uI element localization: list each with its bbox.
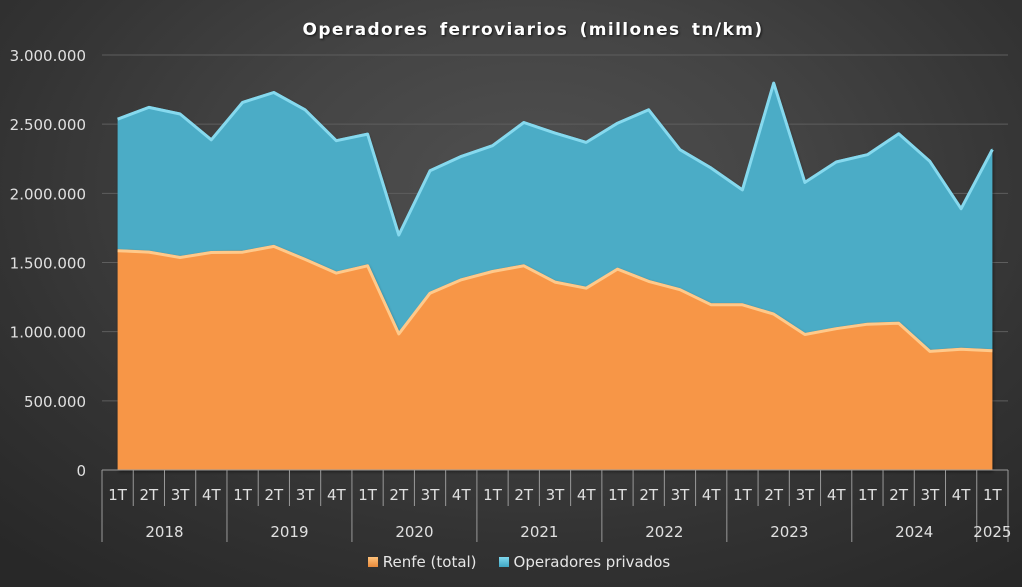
x-tick-label-quarter: 1T xyxy=(608,486,628,504)
x-tick-label-quarter: 2T xyxy=(514,486,534,504)
x-tick-label-quarter: 2T xyxy=(639,486,659,504)
y-axis: 0 500.000 1.000.000 1.500.000 2.000.000 2.500… xyxy=(10,47,86,480)
x-tick-label-year: 2019 xyxy=(270,523,308,541)
area-edge-renfe-total xyxy=(117,244,993,353)
area-operadores-privados xyxy=(117,81,993,350)
x-tick-label-quarter: 1T xyxy=(858,486,878,504)
y-tick-label: 500.000 xyxy=(24,393,86,411)
legend: Renfe (total) Operadores privados xyxy=(0,553,1022,571)
x-tick-label-quarter: 3T xyxy=(421,486,441,504)
x-tick-label-year: 2024 xyxy=(895,523,933,541)
x-tick-label-quarter: 4T xyxy=(202,486,222,504)
y-tick-label: 1.500.000 xyxy=(10,255,86,273)
y-tick-label: 0 xyxy=(76,462,86,480)
area-renfe-total xyxy=(117,244,993,470)
legend-item-privados[interactable]: Operadores privados xyxy=(498,553,671,571)
x-tick-label-quarter: 3T xyxy=(671,486,691,504)
y-tick-label: 2.000.000 xyxy=(10,185,86,203)
x-tick-label-quarter: 4T xyxy=(452,486,472,504)
x-tick-label-quarter: 3T xyxy=(171,486,191,504)
legend-label-renfe: Renfe (total) xyxy=(382,553,477,571)
x-tick-label-year: 2020 xyxy=(395,523,433,541)
x-tick-label-quarter: 3T xyxy=(546,486,566,504)
x-tick-label-quarter: 2T xyxy=(140,486,160,504)
x-tick-label-year: 2021 xyxy=(520,523,558,541)
plot-area xyxy=(117,81,994,470)
x-tick-label-quarter: 1T xyxy=(358,486,378,504)
legend-swatch-privados xyxy=(498,557,509,567)
legend-item-renfe[interactable]: Renfe (total) xyxy=(367,553,477,571)
x-tick-label-quarter: 3T xyxy=(921,486,941,504)
x-tick-label-year: 2022 xyxy=(645,523,683,541)
x-tick-label-quarter: 3T xyxy=(296,486,316,504)
legend-label-privados: Operadores privados xyxy=(513,553,671,571)
x-tick-label-quarter: 2T xyxy=(889,486,909,504)
x-tick-label-quarter: 4T xyxy=(327,486,347,504)
x-tick-label-quarter: 1T xyxy=(108,486,128,504)
x-tick-label-year: 2025 xyxy=(973,523,1011,541)
x-tick-label-quarter: 4T xyxy=(952,486,972,504)
x-tick-label-quarter: 1T xyxy=(483,486,503,504)
chart-title: Operadores ferroviarios (millones tn/km) xyxy=(302,20,764,40)
x-tick-label-quarter: 3T xyxy=(796,486,816,504)
y-tick-label: 3.000.000 xyxy=(10,47,86,65)
x-axis: 1T 2T 3T 4T 1T 2T 3T 4T 1T 2T 3T 4T 1T 2T 3T 4T 1T 2T 3T 4T… xyxy=(101,469,1011,542)
x-tick-label-quarter: 4T xyxy=(702,486,722,504)
y-tick-label: 2.500.000 xyxy=(10,116,86,134)
x-tick-label-quarter: 1T xyxy=(733,486,753,504)
x-tick-label-quarter: 2T xyxy=(264,486,284,504)
x-tick-label-quarter: 1T xyxy=(233,486,253,504)
legend-swatch-renfe xyxy=(367,557,378,567)
area-edge-operadores-privados xyxy=(117,81,994,237)
x-tick-label-quarter: 4T xyxy=(577,486,597,504)
x-tick-label-quarter: 1T xyxy=(983,486,1003,504)
y-tick-label: 1.000.000 xyxy=(10,324,86,342)
x-tick-label-year: 2023 xyxy=(770,523,808,541)
x-tick-label-quarter: 4T xyxy=(827,486,847,504)
x-tick-label-quarter: 2T xyxy=(389,486,409,504)
x-tick-label-year: 2018 xyxy=(145,523,183,541)
x-tick-label-quarter: 2T xyxy=(764,486,784,504)
